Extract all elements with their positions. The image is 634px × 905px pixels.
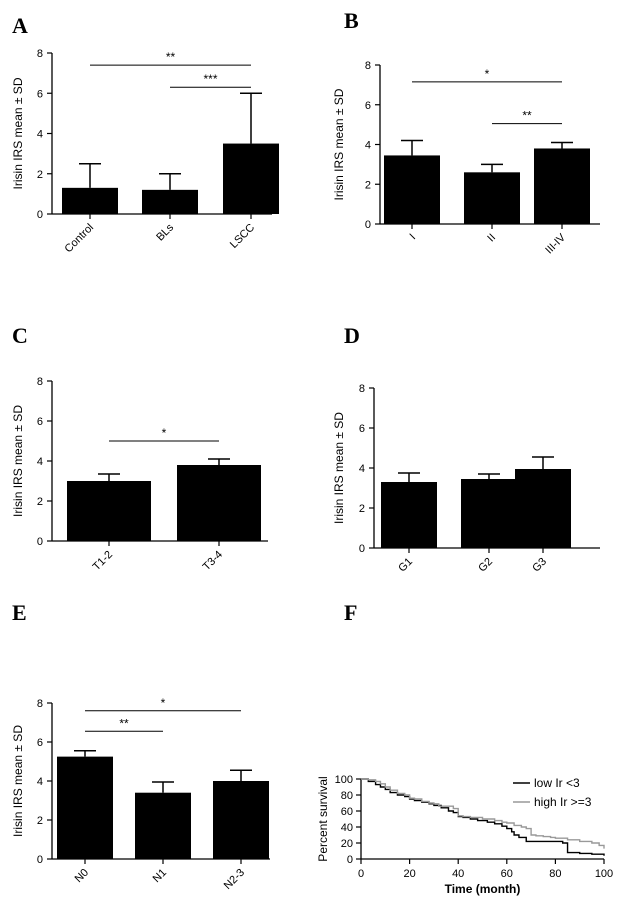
x-tick-label-t1-2: T1-2 [91, 549, 115, 573]
x-tick-label-lscc: LSCC [228, 222, 257, 251]
panel-f: F 0 20 40 60 80 100 0 20 40 60 80 100 Time (month) Per… [316, 600, 613, 896]
y-tick-label: 0 [347, 854, 353, 866]
y-tick-label: 0 [359, 543, 365, 555]
y-tick-label: 2 [365, 179, 371, 191]
x-tick-label: 80 [549, 868, 561, 880]
y-tick-label: 8 [37, 698, 43, 710]
panel-c: C 0 2 4 6 8 Irisin IRS mean ± SD T1-2 T3-4 * [11, 323, 268, 573]
x-tick-label: 60 [501, 868, 513, 880]
y-tick-label: 0 [37, 536, 43, 548]
y-tick-label: 6 [359, 423, 365, 435]
y-axis-label: Irisin IRS mean ± SD [332, 412, 346, 524]
y-tick-label: 6 [37, 737, 43, 749]
bar-control [62, 187, 118, 214]
bar-n2-3 [213, 781, 269, 859]
x-tick-label-bls: BLs [154, 221, 176, 243]
legend-label-low: low Ir <3 [534, 776, 580, 790]
y-tick-label: 8 [365, 60, 371, 72]
bar-n1 [135, 792, 191, 859]
x-tick-label-n2-3: N2-3 [222, 867, 247, 892]
x-tick-label-i: I [407, 232, 418, 243]
x-tick-label-g1: G1 [396, 556, 415, 575]
y-tick-label: 4 [37, 129, 43, 141]
y-tick-label: 8 [37, 48, 43, 60]
x-axis-label: Time (month) [445, 882, 521, 896]
significance-label: ** [522, 109, 532, 123]
bar-t3-4 [177, 465, 261, 541]
y-tick-label: 4 [37, 456, 43, 468]
x-tick-label: 20 [403, 868, 415, 880]
y-tick-label: 6 [37, 88, 43, 100]
x-tick-label-control: Control [63, 222, 97, 256]
y-tick-label: 4 [37, 776, 43, 788]
bar-ii [464, 172, 520, 224]
y-tick-label: 40 [341, 822, 353, 834]
panel-letter-f: F [344, 600, 357, 625]
panel-letter-d: D [344, 323, 360, 348]
panel-letter-b: B [344, 8, 359, 33]
significance-label: ** [119, 716, 129, 730]
panel-d: D 0 2 4 6 8 Irisin IRS mean ± SD G1 G2 G3 [332, 323, 600, 575]
y-tick-label: 60 [341, 806, 353, 818]
significance-label: * [162, 426, 167, 440]
bar-bls [142, 189, 198, 214]
y-tick-label: 2 [37, 169, 43, 181]
y-tick-label: 80 [341, 790, 353, 802]
bar-g1 [381, 482, 437, 548]
bar-g2 [461, 479, 517, 548]
legend-label-high: high Ir >=3 [534, 795, 592, 809]
bar-n0 [57, 756, 113, 859]
x-tick-label-iii-iv: III-IV [543, 231, 568, 256]
panel-letter-e: E [12, 600, 27, 625]
panel-a: A 0 2 4 6 8 Irisin IRS mean ± SD Control BLs LSCC… [11, 13, 279, 255]
bar-iii-iv [534, 148, 590, 224]
x-tick-label-n0: N0 [73, 867, 91, 885]
x-tick-label-n1: N1 [151, 867, 169, 885]
significance-label: * [161, 696, 166, 710]
y-tick-label: 2 [37, 815, 43, 827]
y-axis-label: Irisin IRS mean ± SD [11, 725, 25, 837]
y-tick-label: 2 [359, 503, 365, 515]
significance-label: * [485, 67, 490, 81]
y-tick-label: 6 [365, 100, 371, 112]
bar-i [384, 155, 440, 224]
y-axis-label: Percent survival [316, 776, 330, 861]
y-tick-label: 0 [37, 854, 43, 866]
x-tick-label: 100 [595, 868, 613, 880]
y-axis-label: Irisin IRS mean ± SD [332, 88, 346, 200]
x-tick-label: 40 [452, 868, 464, 880]
x-tick-label: 0 [358, 868, 364, 880]
panel-letter-c: C [12, 323, 28, 348]
bar-t1-2 [67, 481, 151, 541]
y-tick-label: 4 [365, 140, 371, 152]
significance-label: ** [166, 50, 176, 64]
y-tick-label: 8 [359, 383, 365, 395]
y-axis-label: Irisin IRS mean ± SD [11, 77, 25, 189]
panel-letter-a: A [12, 13, 28, 38]
x-tick-label-ii: II [485, 232, 498, 245]
y-tick-label: 4 [359, 463, 365, 475]
y-tick-label: 2 [37, 496, 43, 508]
x-tick-label-g2: G2 [476, 556, 495, 575]
y-tick-label: 100 [335, 774, 353, 786]
y-tick-label: 0 [37, 209, 43, 221]
bar-lscc [223, 143, 279, 214]
y-tick-label: 8 [37, 376, 43, 388]
bar-g3 [515, 469, 571, 548]
y-axis-label: Irisin IRS mean ± SD [11, 405, 25, 517]
y-tick-label: 20 [341, 838, 353, 850]
x-tick-label-t3-4: T3-4 [201, 549, 225, 573]
survival-line-high [361, 778, 605, 849]
x-tick-label-g3: G3 [530, 556, 549, 575]
significance-label: *** [203, 72, 217, 86]
y-tick-label: 6 [37, 416, 43, 428]
y-tick-label: 0 [365, 219, 371, 231]
